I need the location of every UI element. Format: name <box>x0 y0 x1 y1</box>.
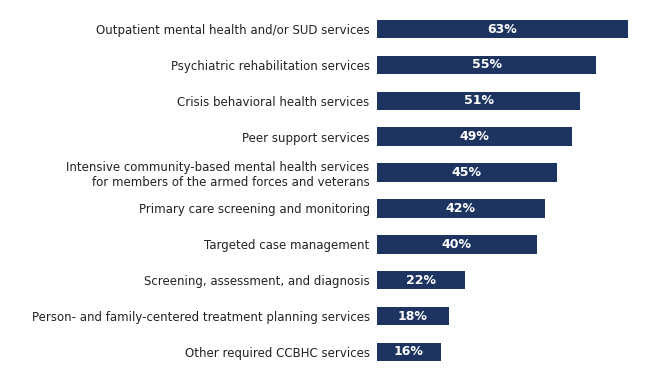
Bar <box>377 56 597 74</box>
Text: 63%: 63% <box>488 22 517 36</box>
Bar <box>377 91 580 110</box>
Bar <box>377 20 628 38</box>
Text: 22%: 22% <box>405 274 436 287</box>
Bar <box>377 199 544 218</box>
Bar <box>377 343 441 361</box>
Bar <box>377 163 557 182</box>
Text: 40%: 40% <box>441 238 472 251</box>
Bar <box>377 235 536 254</box>
Text: 55%: 55% <box>472 59 502 72</box>
Text: 49%: 49% <box>460 130 489 143</box>
Text: 16%: 16% <box>394 345 424 359</box>
Text: 42%: 42% <box>445 202 476 215</box>
Text: 45%: 45% <box>451 166 481 179</box>
Text: 51%: 51% <box>464 94 494 107</box>
Bar <box>377 271 464 290</box>
Bar <box>377 127 572 146</box>
Bar <box>377 307 449 325</box>
Text: 18%: 18% <box>398 309 428 322</box>
